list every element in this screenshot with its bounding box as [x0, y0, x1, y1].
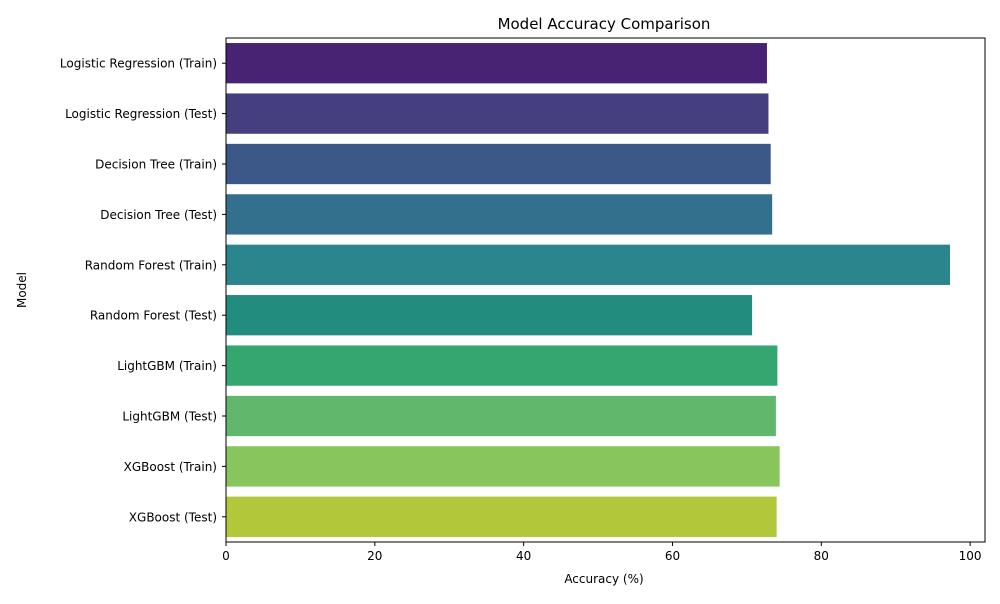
x-axis-label: Accuracy (%) — [564, 572, 643, 586]
bar — [226, 93, 769, 134]
x-tick-label: 0 — [222, 549, 230, 563]
bars-group — [226, 43, 951, 537]
y-tick-label: LightGBM (Test) — [122, 410, 217, 424]
y-tick-label: LightGBM (Train) — [117, 359, 217, 373]
bar — [226, 244, 951, 285]
x-tick-label: 60 — [665, 549, 680, 563]
bar — [226, 446, 780, 487]
y-tick-label: Logistic Regression (Train) — [60, 57, 217, 71]
y-tick-label: Random Forest (Train) — [85, 258, 217, 272]
bar — [226, 43, 767, 84]
chart-title: Model Accuracy Comparison — [498, 15, 711, 33]
bar — [226, 295, 753, 336]
y-tick-label: Decision Tree (Train) — [95, 158, 217, 172]
y-tick-label: Logistic Regression (Test) — [65, 107, 217, 121]
y-axis-label: Model — [15, 272, 29, 308]
x-tick-label: 40 — [516, 549, 531, 563]
y-tick-labels: Logistic Regression (Train) Logistic Regr… — [60, 57, 226, 524]
x-tick-labels: 0 20 40 60 80 100 — [222, 542, 982, 563]
bar — [226, 395, 776, 437]
x-tick-label: 100 — [959, 549, 982, 563]
bar — [226, 345, 778, 386]
y-tick-label: Random Forest (Test) — [90, 309, 217, 323]
bar — [226, 496, 777, 537]
bar — [226, 143, 771, 185]
y-tick-label: Decision Tree (Test) — [100, 208, 217, 222]
x-tick-label: 20 — [367, 549, 382, 563]
y-tick-label: XGBoost (Train) — [124, 460, 217, 474]
y-tick-label: XGBoost (Test) — [129, 510, 217, 524]
bar — [226, 194, 773, 235]
plot-frame — [225, 37, 986, 543]
x-tick-label: 80 — [814, 549, 829, 563]
